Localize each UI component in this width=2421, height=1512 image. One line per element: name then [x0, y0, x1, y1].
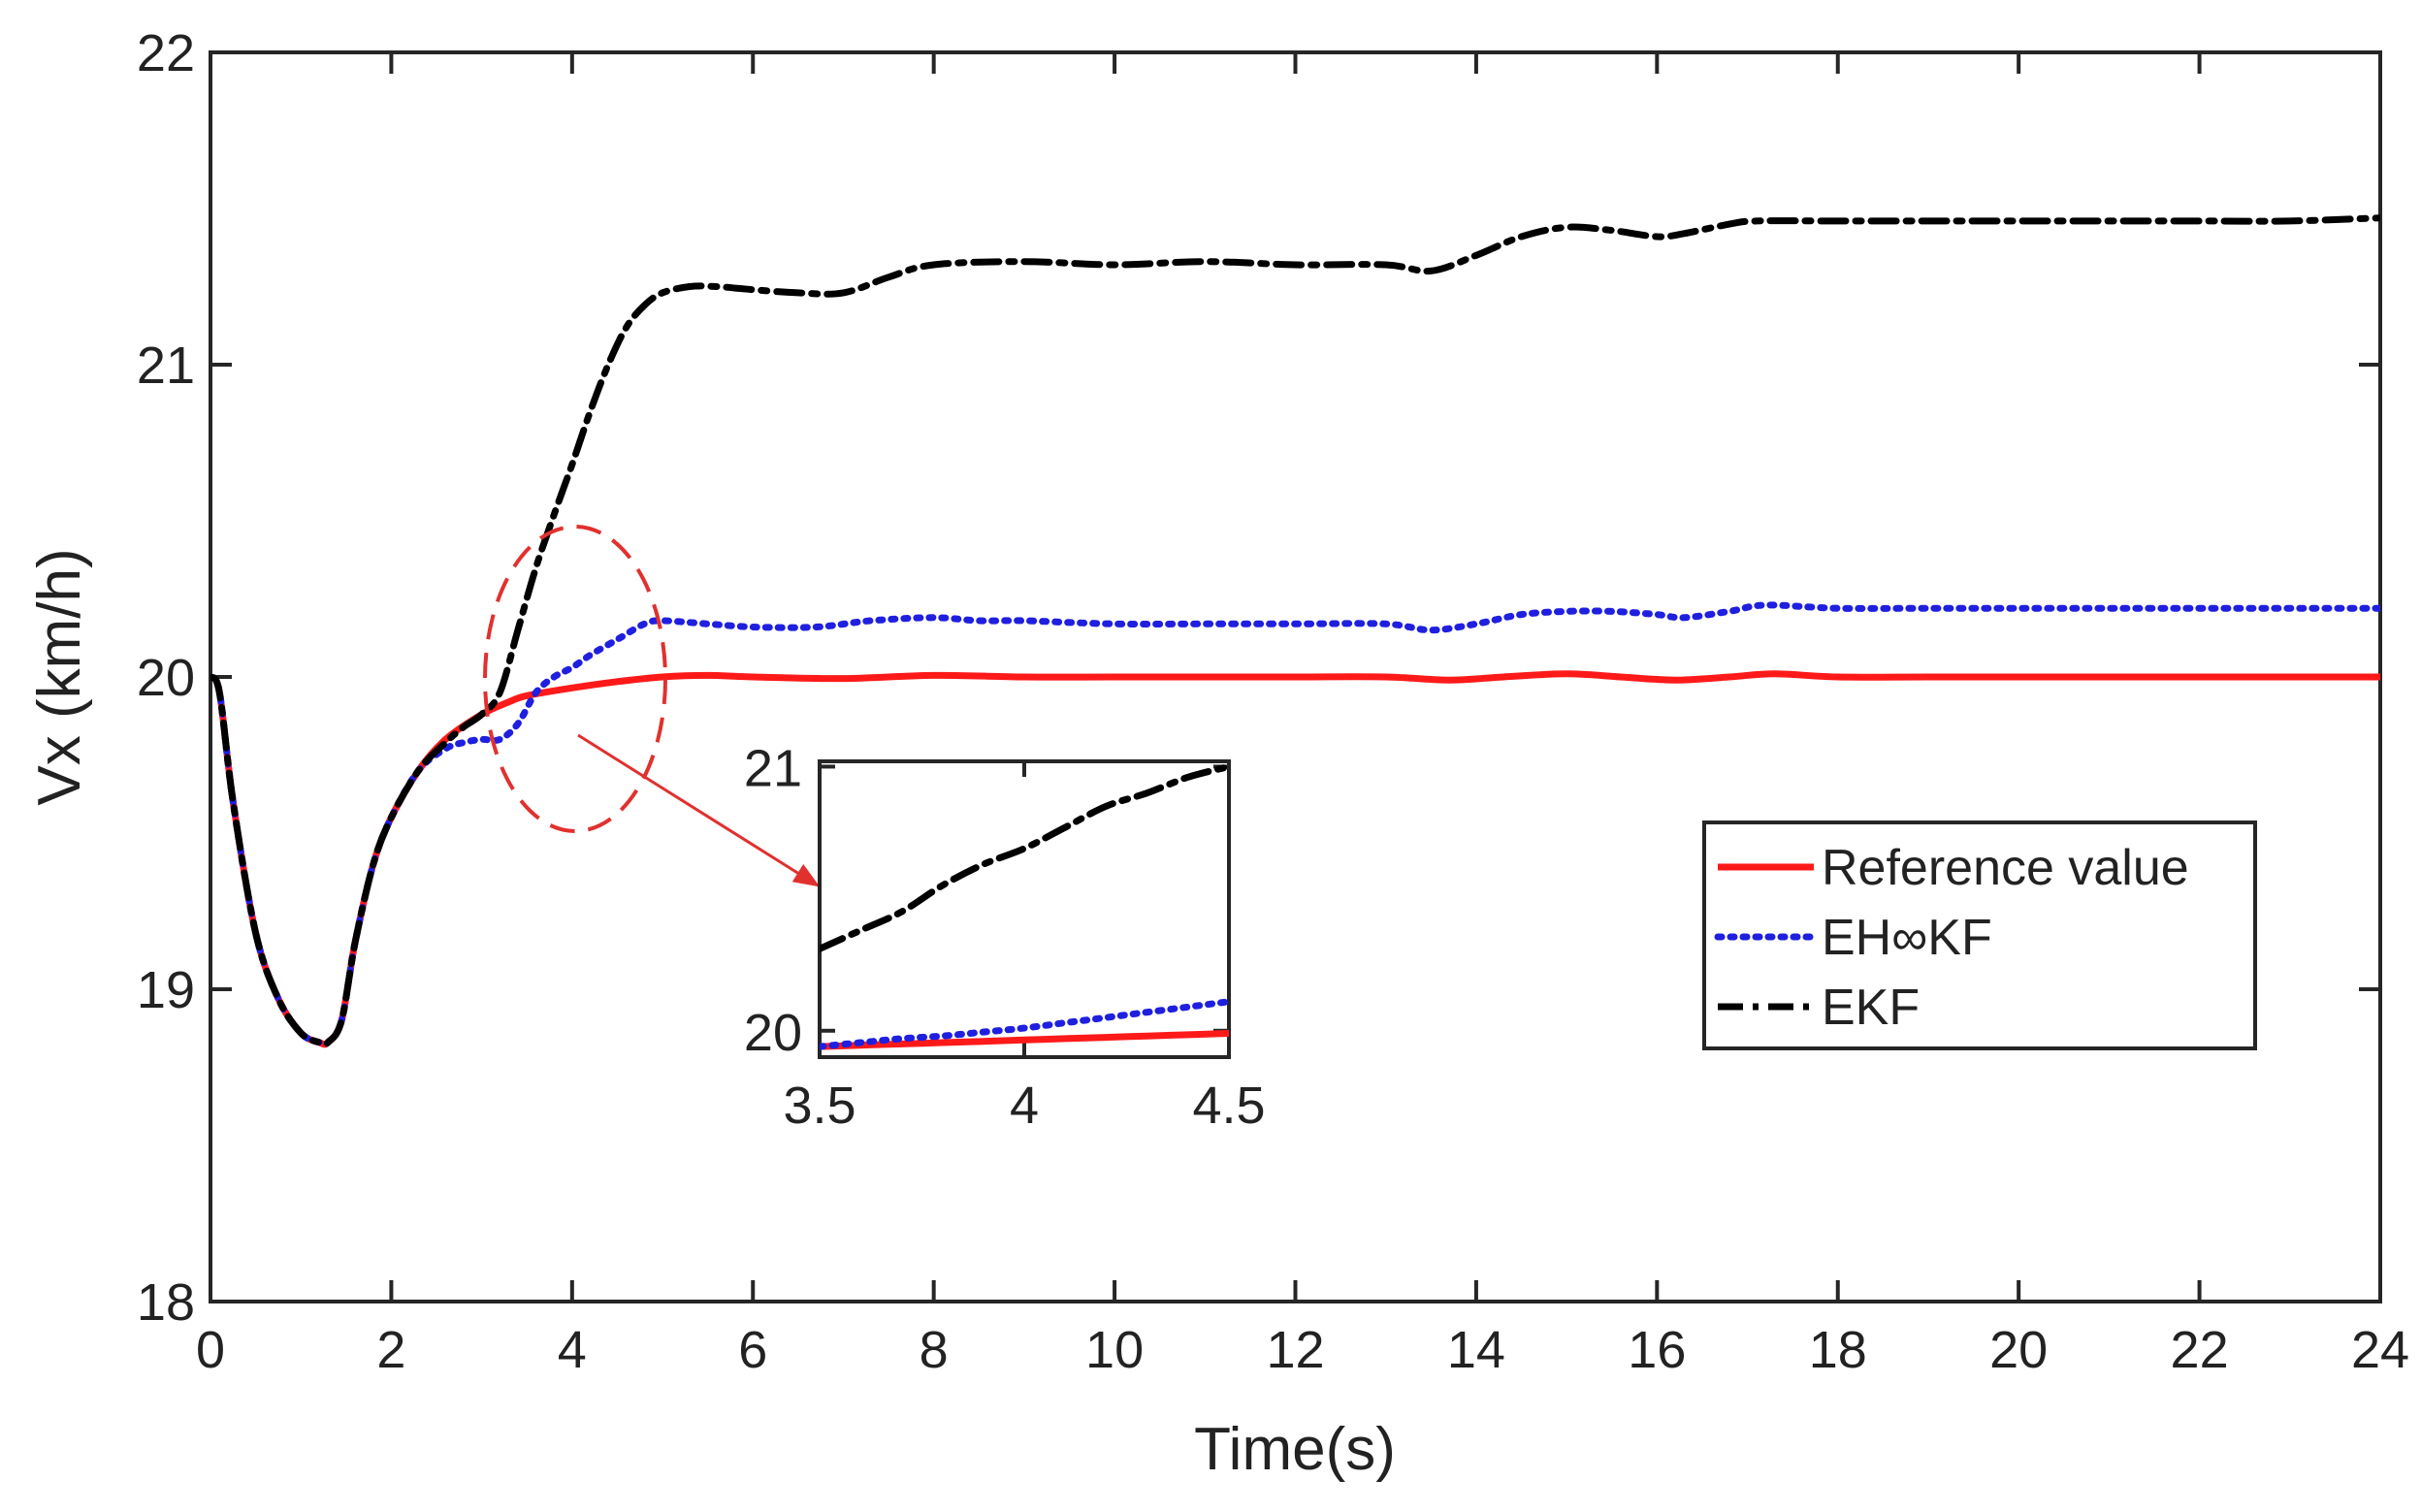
- y-axis-title: Vx (km/h): [26, 548, 93, 805]
- x-tick-label: 16: [1628, 1321, 1686, 1379]
- legend-item-ehinfkf: EH∞KF: [1714, 910, 1992, 966]
- inset-x-tick-label: 4.5: [1192, 1077, 1265, 1135]
- x-tick-label: 10: [1085, 1321, 1144, 1379]
- y-tick-label: 18: [137, 1273, 195, 1332]
- inset-y-tick-label: 20: [744, 1004, 802, 1062]
- x-tick-label: 24: [2351, 1321, 2409, 1379]
- x-tick-label: 18: [1809, 1321, 1867, 1379]
- y-tick-label: 19: [137, 961, 195, 1019]
- y-tick-label: 20: [137, 649, 195, 707]
- legend-item-reference-value: Reference value: [1718, 840, 2189, 896]
- x-tick-label: 12: [1266, 1321, 1324, 1379]
- inset-y-tick-label: 21: [744, 739, 802, 797]
- x-tick-label: 0: [196, 1321, 225, 1379]
- x-tick-label: 22: [2171, 1321, 2229, 1379]
- inset-line-ehinfkf: [820, 998, 1229, 1050]
- inset-line-ekf: [820, 762, 1229, 952]
- x-tick-label: 4: [558, 1321, 587, 1379]
- x-tick-label: 2: [376, 1321, 405, 1379]
- x-tick-label: 8: [920, 1321, 949, 1379]
- x-tick-label: 6: [738, 1321, 767, 1379]
- series-line-ekf: [210, 214, 2380, 1048]
- main-axis-ticks: [209, 50, 2382, 1303]
- inset-plot: 3.5 4 4.5 20 21: [744, 739, 1266, 1135]
- x-tick-label: 14: [1447, 1321, 1505, 1379]
- legend-label-ekf: EKF: [1822, 980, 1920, 1036]
- inset-x-tick-label: 4: [1010, 1077, 1039, 1135]
- inset-line-reference-value: [820, 1030, 1229, 1050]
- inset-tick-labels: 3.5 4 4.5 20 21: [744, 739, 1266, 1135]
- x-tick-label: 20: [1989, 1321, 2048, 1379]
- inset-plot-area: [818, 759, 1231, 1059]
- legend-label-ehinfkf: EH∞KF: [1822, 910, 1992, 966]
- y-tick-label: 22: [137, 24, 195, 82]
- legend-item-ekf: EKF: [1718, 980, 1920, 1036]
- y-tick-label: 21: [137, 337, 195, 395]
- zoom-arrow: [577, 733, 821, 887]
- x-axis-title: Time(s): [1194, 1416, 1396, 1483]
- legend: Reference value EH∞KF EKF: [1702, 820, 2257, 1050]
- legend-label-reference: Reference value: [1822, 840, 2189, 896]
- inset-x-tick-label: 3.5: [783, 1077, 855, 1135]
- zoom-region-circle: [483, 525, 667, 833]
